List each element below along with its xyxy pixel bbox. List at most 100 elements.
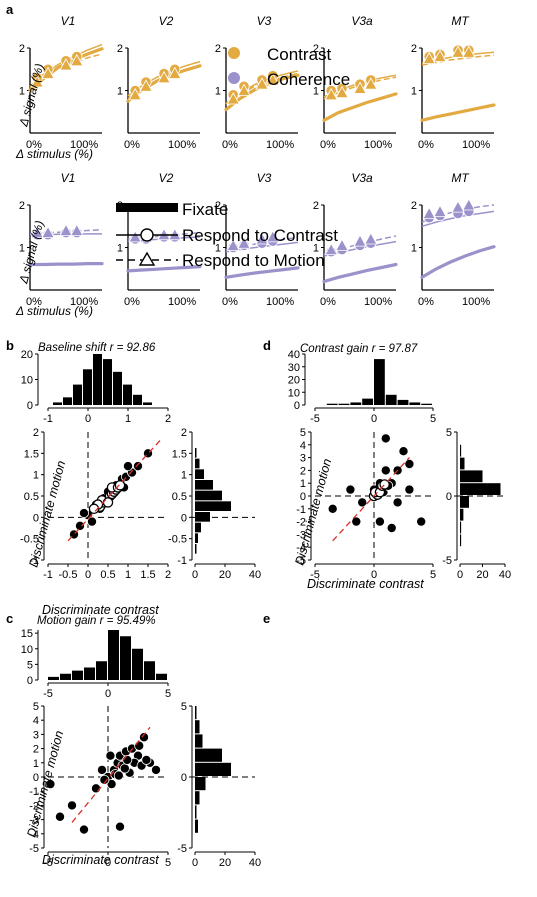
panel-title: Baseline shift r = 92.86	[38, 342, 156, 354]
histogram-bar	[195, 522, 201, 533]
histogram-right-x-tick-label: 0	[192, 857, 198, 869]
histogram-bar	[83, 369, 92, 405]
subplot-v3a-contrast: V3a 1 2 0% 100%	[313, 14, 398, 151]
histogram-bar	[195, 480, 213, 490]
subplot-v2-contrast: V2 1 2 0% 100%	[117, 14, 202, 151]
legend-stimulus: Contrast Coherence	[228, 45, 350, 89]
histogram-top-x-tick-label: 0	[371, 413, 377, 425]
motion-task-point	[266, 73, 280, 86]
histogram-top-y-tick-label: 30	[288, 362, 300, 374]
histogram-top-x-tick-label: -1	[43, 413, 53, 425]
x-tick-label: 0%	[124, 296, 140, 308]
histogram-right-x-tick-label: 20	[476, 569, 488, 581]
legend-fixate-swatch	[116, 203, 178, 212]
histogram-bar	[195, 490, 222, 501]
panel-label-d: d	[263, 338, 271, 353]
scatter-y-tick-label: -5	[296, 555, 306, 567]
histogram-right-y-tick-label: -5	[442, 555, 452, 567]
histogram-bar	[195, 762, 231, 776]
scatter-point-filled	[386, 523, 397, 534]
scatter-x-tick-label: -5	[43, 857, 53, 869]
histogram-bar	[460, 521, 462, 534]
motion-task-point	[462, 198, 476, 211]
motion-task-point	[226, 92, 240, 105]
legend-contrast-swatch	[228, 47, 240, 59]
scatter-y-tick-label: 3	[300, 453, 306, 465]
ylabel: Discriminate motion	[24, 729, 66, 839]
x-tick-label: 0%	[26, 296, 42, 308]
xlabel: Discriminate contrast	[42, 603, 159, 617]
histogram-bar	[195, 533, 198, 543]
motion-task-point	[335, 238, 349, 251]
area-title: V3	[257, 171, 272, 185]
histogram-bar	[123, 384, 132, 405]
x-tick-label: 100%	[364, 296, 392, 308]
histogram-bar	[133, 394, 142, 405]
histogram-right-x-tick-label: 40	[249, 569, 261, 581]
scatter-y-tick-label: 4	[33, 715, 39, 727]
scatter-point-filled	[141, 754, 152, 765]
scatter-point-filled	[97, 764, 108, 775]
y-tick-label: 1	[313, 243, 319, 255]
y-tick-label: 1	[19, 243, 25, 255]
motion-task-point	[422, 206, 436, 219]
y-tick-label: 1	[215, 243, 221, 255]
histogram-right-y-tick-label: -1	[177, 555, 187, 567]
xlabel: Discriminate contrast	[42, 853, 159, 867]
histogram-right: -5 0 5 0 20 40	[442, 427, 511, 581]
area-title: V3a	[351, 171, 373, 185]
motion-task-point	[335, 85, 349, 99]
scatter-point-filled	[79, 508, 90, 519]
motion-task-point	[128, 230, 142, 243]
histogram-bar	[195, 469, 204, 479]
motion-task-point	[451, 200, 465, 213]
histogram-bar	[60, 673, 71, 680]
histogram-bar	[195, 448, 197, 458]
area-title: V2	[159, 171, 174, 185]
legend-coherence-swatch	[228, 72, 240, 84]
x-tick-label: 100%	[266, 139, 294, 151]
histogram-right-y-tick-label: -5	[177, 843, 187, 855]
scatter-y-tick-label: 1.5	[24, 448, 39, 460]
scatter-x-tick-label: 1.5	[140, 569, 155, 581]
x-tick-label: 100%	[462, 296, 490, 308]
scatter-x-tick-label: -0.5	[59, 569, 78, 581]
histogram-top: 0 10 20 -1 0 1 2	[21, 349, 171, 425]
histogram-right-y-tick-label: 1.5	[172, 448, 187, 460]
scatter-y-tick-label: 3	[33, 729, 39, 741]
fit-line	[67, 440, 161, 542]
motion-task-point	[59, 58, 73, 71]
scatter-y-tick-label: 0.5	[24, 491, 39, 503]
area-title: V1	[61, 171, 76, 185]
motion-task-point	[364, 77, 378, 90]
histogram-top-y-tick-label: 5	[27, 659, 33, 671]
y-tick-label: 2	[313, 200, 319, 212]
y-tick-label: 1	[411, 86, 417, 98]
histogram-top-y-tick-label: 0	[294, 400, 300, 412]
histogram-top-y-tick-label: 10	[21, 644, 33, 656]
scatter-y-tick-label: -2	[296, 517, 306, 529]
histogram-top-x-tick-label: -5	[43, 688, 53, 700]
y-tick-label: 1	[19, 86, 25, 98]
histogram-bar	[72, 670, 83, 680]
histogram-bar	[460, 470, 483, 483]
scatter-point-filled	[45, 779, 56, 790]
motion-task-point	[41, 225, 55, 239]
histogram-bar	[460, 444, 462, 457]
area-title: MT	[451, 171, 470, 185]
scatter-x-tick-label: 0.5	[100, 569, 115, 581]
scatter-point-filled	[105, 750, 116, 761]
legend-contrast-task-marker	[140, 228, 154, 242]
histogram-right-y-tick-label: 5	[446, 427, 452, 439]
area-title: MT	[451, 14, 470, 28]
area-title: V2	[159, 14, 174, 28]
scatter-y-tick-label: 1	[300, 478, 306, 490]
scatter-x-tick-label: 2	[165, 569, 171, 581]
histogram-right-y-tick-label: -0.5	[168, 534, 187, 546]
scatter-point-filled	[55, 811, 66, 822]
scatter: -1 -0.5 0 0.5 1 1.5 2 -1 -0.5 0 0.5 1 1.5 2	[20, 427, 171, 581]
motion-task-point	[237, 83, 251, 96]
histogram-bar	[103, 359, 112, 405]
scatter-point-filled	[113, 770, 124, 781]
